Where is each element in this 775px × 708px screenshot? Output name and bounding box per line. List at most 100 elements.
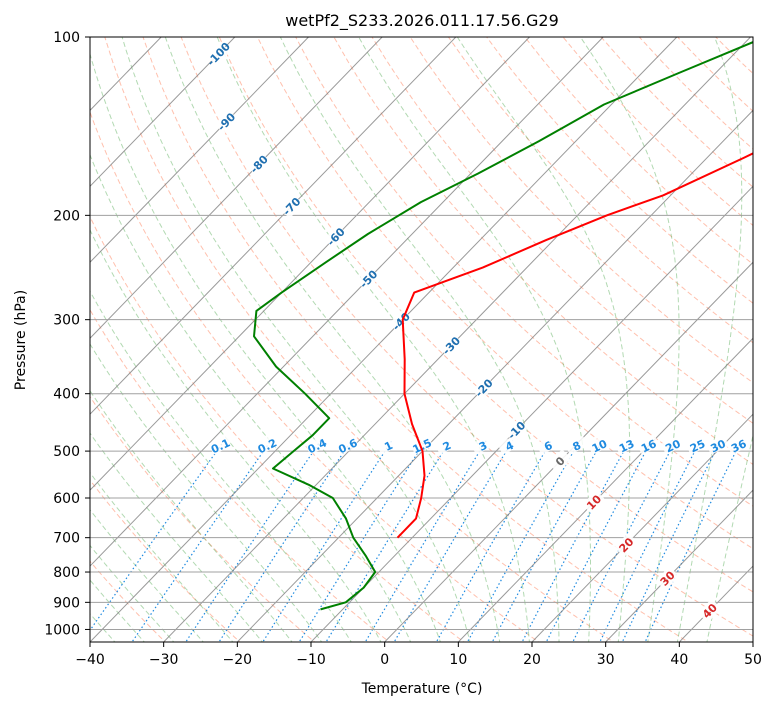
mixing-ratio-line xyxy=(325,440,451,642)
mixing-ratio-line xyxy=(298,440,426,642)
dry-adiabat-line xyxy=(371,37,753,424)
isotherm-label-bg xyxy=(279,194,304,219)
y-axis: 100 200 300 400 500 600 700 800 900 1000 xyxy=(44,30,90,638)
x-tick-label: −40 xyxy=(75,652,105,668)
mixing-ratio-label-bg xyxy=(726,435,750,455)
moist-adiabat-line xyxy=(90,432,264,642)
mixing-ratio-label-bg xyxy=(255,435,279,455)
y-tick-label: 800 xyxy=(53,565,80,581)
y-tick-label: 500 xyxy=(53,444,80,460)
isotherm-line xyxy=(310,185,753,642)
y-tick-label: 100 xyxy=(53,30,80,46)
isotherm-line xyxy=(457,337,753,642)
isotherm-line xyxy=(384,261,753,642)
isotherm-label-bg xyxy=(323,224,348,249)
dry-adiabat-line xyxy=(486,37,753,304)
mixing-ratio-label: 36 xyxy=(729,437,749,455)
dry-adiabat-line xyxy=(90,479,241,642)
x-tick-label: 20 xyxy=(523,652,541,668)
mixing-ratio-line xyxy=(545,440,653,642)
x-tick-label: 0 xyxy=(380,652,389,668)
isotherm-label-bg xyxy=(581,490,606,515)
mixing-ratio-label: 30 xyxy=(708,437,728,455)
x-tick-label: 40 xyxy=(670,652,688,668)
mixing-ratio-label-bg xyxy=(335,435,360,455)
moist-adiabat-line xyxy=(90,153,412,642)
profile-series xyxy=(253,41,753,611)
y-tick-label: 900 xyxy=(53,595,80,611)
moist-adiabat-line xyxy=(90,52,441,642)
isotherm-label-bg xyxy=(655,566,680,591)
y-tick-label: 700 xyxy=(53,531,80,547)
isotherm-label-bg xyxy=(614,532,639,557)
isotherm-line xyxy=(605,489,753,642)
isotherm-label-bg xyxy=(206,41,231,66)
mixing-ratio-label-bg xyxy=(564,435,588,455)
temperature-profile-line xyxy=(396,152,753,539)
dry-adiabat-line xyxy=(447,37,753,344)
plot-area xyxy=(90,37,753,642)
x-tick-label: −10 xyxy=(296,652,326,668)
dry-adiabat-line xyxy=(295,37,753,507)
isotherm-label-bg xyxy=(389,309,414,334)
mixing-ratio-label-bg xyxy=(497,435,521,455)
dry-adiabat-line xyxy=(218,37,753,593)
mixing-ratio-label-bg xyxy=(208,435,232,455)
x-tick-label: 10 xyxy=(449,652,467,668)
mixing-ratio-line xyxy=(521,440,631,642)
mixing-ratio-line xyxy=(644,440,742,642)
y-tick-label: 1000 xyxy=(44,622,80,638)
mixing-ratio-line xyxy=(262,440,393,642)
x-axis-title: Temperature (°C) xyxy=(361,681,483,697)
y-tick-label: 200 xyxy=(53,208,80,224)
y-tick-label: 600 xyxy=(53,491,80,507)
mixing-ratio-line xyxy=(218,440,352,642)
mixing-ratio-label-bg xyxy=(305,435,329,455)
dry-adiabat-line xyxy=(257,37,753,550)
isotherm-label-bg xyxy=(504,418,529,443)
x-axis: −40 −30 −20 −10 0 10 20 30 40 50 xyxy=(75,642,762,668)
chart-title: wetPf2_S233.2026.011.17.56.G29 xyxy=(285,11,559,31)
x-tick-label: −30 xyxy=(149,652,179,668)
x-tick-label: −20 xyxy=(223,652,253,668)
curve-labels: -100-90-80-70-60-50-40-30-20-10010203040… xyxy=(205,40,750,623)
isotherm-line xyxy=(90,37,604,567)
mixing-ratio-label-bg xyxy=(410,435,434,455)
mixing-ratio-label-bg xyxy=(536,435,560,455)
mixing-ratio-label-bg xyxy=(705,435,730,455)
mixing-ratio-label-bg xyxy=(685,435,709,455)
mixing-ratio-line xyxy=(491,440,603,642)
mixing-ratio-label-bg xyxy=(587,435,611,455)
isotherm-label-bg xyxy=(214,109,239,134)
dry-adiabat-line xyxy=(333,37,753,465)
mixing-ratio-label: 25 xyxy=(688,437,707,455)
x-tick-label: 30 xyxy=(597,652,615,668)
isotherm-line xyxy=(90,37,678,642)
mixing-ratio-label-bg xyxy=(636,435,660,455)
isotherm-line xyxy=(90,37,236,188)
isotherm-label-bg xyxy=(697,598,722,623)
mixing-ratio-label: 10 xyxy=(590,437,610,455)
mixing-ratio-label: 20 xyxy=(663,437,683,455)
isotherm-label-bg xyxy=(471,375,496,400)
mixing-ratio-line xyxy=(364,440,487,642)
x-tick-label: 50 xyxy=(744,652,762,668)
isotherm-label-bg xyxy=(356,266,381,292)
mixing-ratio-line xyxy=(435,440,552,642)
isotherm-line xyxy=(90,37,530,491)
y-tick-label: 400 xyxy=(53,387,80,403)
mixing-ratio-line xyxy=(90,440,225,632)
y-axis-title: Pressure (hPa) xyxy=(13,290,29,390)
mixing-ratio-line xyxy=(185,440,322,642)
isotherm-line xyxy=(90,37,457,415)
plot-frame xyxy=(89,36,754,643)
isotherm-label-bg xyxy=(439,333,464,358)
dry-adiabat-line xyxy=(142,37,690,642)
isotherm-label-bg xyxy=(246,151,271,177)
moist-adiabat-line xyxy=(90,389,293,642)
mixing-ratio-line xyxy=(393,440,514,642)
isotherm-line xyxy=(90,37,309,263)
mixing-ratio-label-bg xyxy=(614,435,638,455)
